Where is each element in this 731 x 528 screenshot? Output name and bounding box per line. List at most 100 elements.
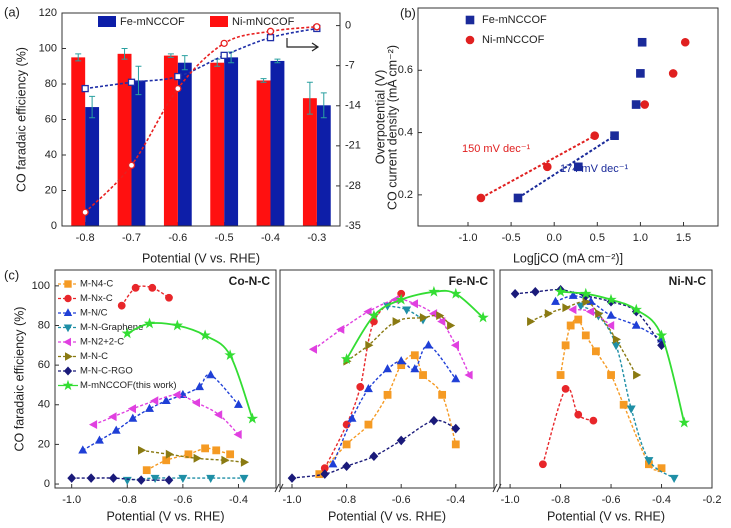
marker <box>561 341 570 350</box>
marker <box>395 293 407 305</box>
marker <box>585 307 595 317</box>
marker <box>513 193 523 203</box>
marker <box>127 161 136 169</box>
y-tick-label: 0.2 <box>398 189 413 201</box>
x-tick-label: -1.0 <box>283 494 302 506</box>
y-tick-label: 60 <box>45 113 57 125</box>
series-line <box>542 386 594 465</box>
x-tick-label: -0.4 <box>446 494 465 506</box>
marker <box>150 474 160 484</box>
legend-label: Fe-mNCCOF <box>120 16 185 28</box>
fit-line <box>517 134 616 199</box>
plot-frame <box>54 269 277 489</box>
marker <box>308 344 318 354</box>
marker <box>171 319 183 331</box>
marker <box>266 33 275 42</box>
marker <box>544 309 553 319</box>
y-tick-label: 100 <box>39 42 57 54</box>
marker <box>419 371 427 379</box>
y-tick-label: 80 <box>45 78 57 90</box>
marker <box>580 287 592 299</box>
marker <box>111 425 121 434</box>
marker <box>551 296 561 305</box>
marker <box>174 84 182 93</box>
y-tick-label: 120 <box>39 7 57 19</box>
marker <box>363 383 373 393</box>
marker <box>131 283 140 292</box>
legend-label: Ni-mNCCOF <box>232 16 295 28</box>
marker <box>562 303 571 313</box>
marker <box>590 131 600 140</box>
marker <box>619 400 628 409</box>
marker <box>206 370 216 379</box>
marker <box>368 309 380 321</box>
x-tick-label: -0.8 <box>551 494 570 506</box>
marker <box>191 398 200 408</box>
plot-frame <box>499 269 713 489</box>
marker <box>610 131 619 140</box>
plot-frame <box>279 269 495 489</box>
marker <box>220 39 228 47</box>
marker <box>328 459 338 468</box>
marker <box>574 410 583 419</box>
x-tick-label: -1.0 <box>459 232 478 244</box>
marker <box>246 412 259 424</box>
x-tick-label: -1.0 <box>501 494 520 506</box>
marker <box>363 307 372 317</box>
marker <box>340 353 353 365</box>
x-tick-label: -0.5 <box>502 232 521 244</box>
x-tick-label: -0.6 <box>392 494 411 506</box>
marker <box>94 435 104 444</box>
marker <box>336 324 345 334</box>
marker <box>644 457 654 466</box>
x-tick-label: -0.8 <box>118 494 137 506</box>
x-tick-label: 0.5 <box>590 232 605 244</box>
marker <box>402 306 412 315</box>
y2-tick-label: -7 <box>345 60 355 72</box>
x-tick-label: -0.4 <box>229 494 248 506</box>
error-bar <box>320 92 327 119</box>
marker <box>465 15 475 25</box>
bar <box>177 62 192 227</box>
marker <box>539 460 547 469</box>
marker <box>383 390 392 399</box>
marker <box>212 446 221 455</box>
error-bar <box>75 53 82 62</box>
marker <box>63 324 73 333</box>
marker <box>450 287 462 299</box>
y-tick-label: 20 <box>45 184 57 196</box>
x-tick-label: -0.2 <box>703 494 722 506</box>
error-bar <box>121 48 128 60</box>
legend-label: Ni-mNCCOF <box>482 34 545 46</box>
marker <box>369 451 379 462</box>
marker <box>347 413 357 422</box>
x-tick-label: 1.5 <box>676 232 691 244</box>
marker <box>574 162 583 172</box>
marker <box>214 410 223 420</box>
x-tick-label: -0.6 <box>168 232 187 244</box>
marker <box>206 474 216 484</box>
marker <box>63 308 73 317</box>
marker <box>143 317 156 329</box>
line <box>84 25 317 213</box>
marker <box>451 374 461 383</box>
marker <box>612 334 622 344</box>
panel-label: (c) <box>4 267 19 282</box>
marker <box>436 311 445 321</box>
y-tick-label: 0 <box>44 478 50 490</box>
y-tick-label: 0.4 <box>398 126 413 138</box>
marker <box>396 356 406 365</box>
marker <box>81 208 89 216</box>
marker <box>631 100 641 109</box>
y2-tick-label: 0 <box>345 20 351 32</box>
marker <box>657 464 666 473</box>
fit-label: 150 mV dec⁻¹ <box>462 143 531 155</box>
legend-swatch <box>98 16 116 27</box>
series-line <box>121 285 170 307</box>
marker <box>221 455 230 465</box>
fit-label: 174 mV dec⁻¹ <box>560 163 629 175</box>
y-tick-label: 0.6 <box>398 64 413 76</box>
marker <box>680 37 690 47</box>
marker <box>561 385 570 393</box>
